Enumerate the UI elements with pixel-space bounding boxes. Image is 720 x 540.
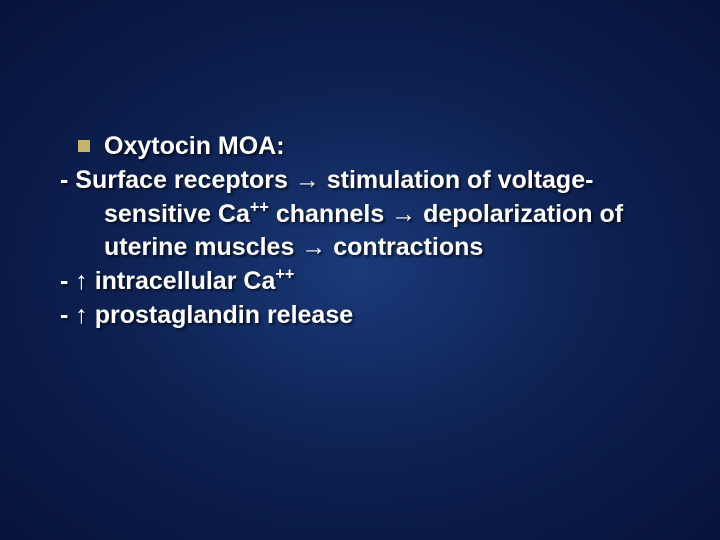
slide-content: Oxytocin MOA: - Surface receptors → stim…: [60, 130, 670, 333]
bullet-title: Oxytocin MOA:: [104, 130, 670, 164]
superscript: ++: [250, 198, 269, 216]
text-frag: - ↑ intracellular Ca: [60, 267, 275, 295]
body-line-1b: sensitive Ca++ channels → depolarization…: [60, 198, 670, 232]
text-frag: channels → depolarization of: [269, 200, 623, 228]
body-line-1c: uterine muscles → contractions: [60, 231, 670, 265]
body-line-2: - ↑ intracellular Ca++: [60, 265, 670, 299]
body-line-1a: - Surface receptors → stimulation of vol…: [60, 164, 670, 198]
bullet-item: Oxytocin MOA:: [60, 130, 670, 164]
square-bullet-icon: [78, 140, 90, 152]
slide-container: Oxytocin MOA: - Surface receptors → stim…: [0, 0, 720, 540]
text-frag: sensitive Ca: [104, 200, 250, 228]
body-line-3: - ↑ prostaglandin release: [60, 299, 670, 333]
superscript: ++: [275, 266, 294, 284]
